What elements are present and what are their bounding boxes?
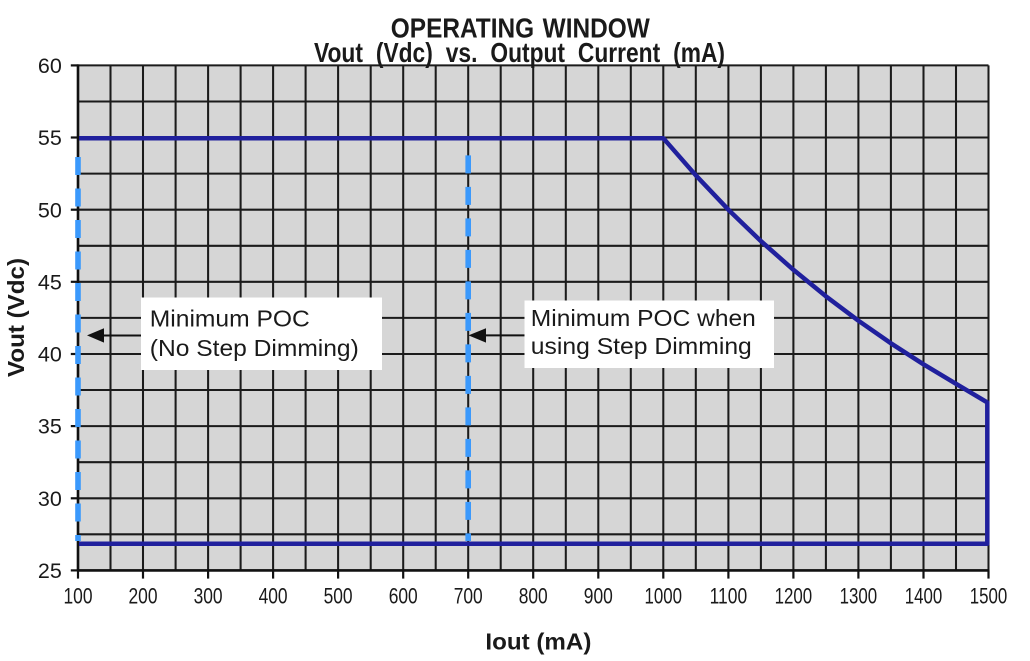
svg-text:1100: 1100	[710, 583, 748, 608]
svg-text:Vout (Vdc): Vout (Vdc)	[3, 258, 29, 377]
svg-text:using Step Dimming: using Step Dimming	[531, 333, 752, 359]
svg-text:50: 50	[38, 198, 62, 222]
svg-text:25: 25	[38, 559, 62, 583]
svg-text:700: 700	[454, 583, 483, 608]
svg-text:60: 60	[38, 54, 62, 78]
svg-text:600: 600	[389, 583, 418, 608]
svg-text:900: 900	[584, 583, 613, 608]
svg-text:500: 500	[324, 583, 353, 608]
svg-text:200: 200	[129, 583, 158, 608]
svg-text:800: 800	[519, 583, 548, 608]
svg-text:40: 40	[38, 343, 62, 367]
svg-text:1200: 1200	[775, 583, 813, 608]
svg-text:Minimum POC when: Minimum POC when	[531, 305, 756, 331]
svg-text:400: 400	[259, 583, 288, 608]
svg-text:45: 45	[38, 270, 62, 294]
svg-text:OPERATING WINDOW: OPERATING WINDOW	[391, 13, 650, 44]
svg-text:Vout (Vdc) vs. Output Current: Vout (Vdc) vs. Output Current (mA)	[314, 37, 725, 68]
svg-text:1000: 1000	[645, 583, 683, 608]
svg-text:Iout (mA): Iout (mA)	[485, 629, 591, 655]
svg-text:35: 35	[38, 415, 62, 439]
svg-text:100: 100	[64, 583, 93, 608]
svg-text:1400: 1400	[905, 583, 943, 608]
svg-text:Minimum POC: Minimum POC	[150, 306, 310, 332]
svg-text:300: 300	[194, 583, 223, 608]
svg-text:30: 30	[38, 487, 62, 511]
svg-text:55: 55	[38, 126, 62, 150]
svg-text:(No Step Dimming): (No Step Dimming)	[150, 335, 359, 361]
svg-text:1300: 1300	[840, 583, 878, 608]
svg-text:1500: 1500	[970, 583, 1008, 608]
